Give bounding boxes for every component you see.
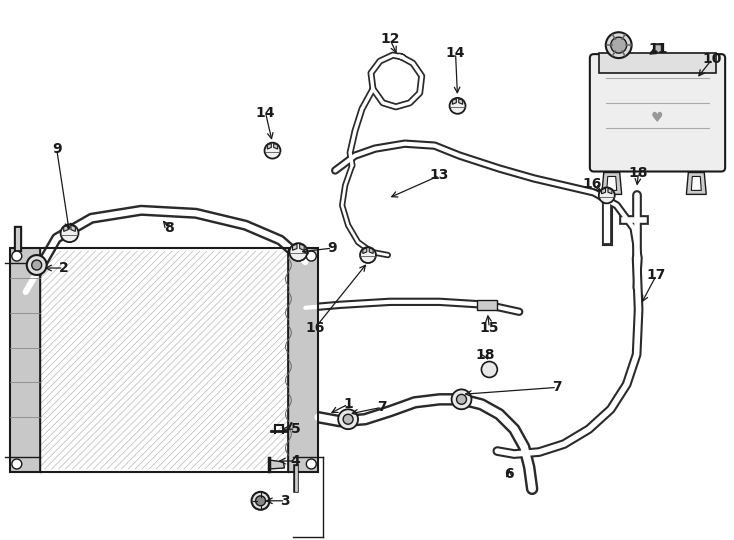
Text: 1: 1 bbox=[344, 397, 353, 411]
Text: 6: 6 bbox=[504, 467, 514, 481]
Text: 10: 10 bbox=[702, 52, 722, 66]
Text: 14: 14 bbox=[255, 106, 275, 120]
Polygon shape bbox=[288, 248, 319, 472]
Polygon shape bbox=[599, 53, 716, 73]
Circle shape bbox=[255, 496, 266, 506]
Text: 15: 15 bbox=[479, 321, 499, 335]
Circle shape bbox=[264, 143, 280, 159]
Polygon shape bbox=[64, 225, 68, 232]
Polygon shape bbox=[602, 172, 622, 194]
Circle shape bbox=[360, 247, 376, 263]
Circle shape bbox=[32, 260, 42, 270]
Text: 14: 14 bbox=[446, 46, 465, 60]
Text: 7: 7 bbox=[377, 400, 387, 414]
Polygon shape bbox=[686, 172, 706, 194]
FancyBboxPatch shape bbox=[590, 54, 725, 172]
Circle shape bbox=[606, 32, 632, 58]
Text: 5: 5 bbox=[291, 422, 300, 436]
Text: 3: 3 bbox=[280, 494, 290, 508]
Polygon shape bbox=[269, 460, 285, 469]
Circle shape bbox=[338, 409, 358, 429]
Text: 16: 16 bbox=[305, 321, 325, 335]
Polygon shape bbox=[691, 177, 701, 191]
Text: 12: 12 bbox=[380, 32, 399, 46]
Circle shape bbox=[599, 187, 614, 204]
Circle shape bbox=[451, 389, 471, 409]
Polygon shape bbox=[299, 244, 304, 251]
Circle shape bbox=[26, 255, 47, 275]
Text: 11: 11 bbox=[649, 42, 668, 56]
Circle shape bbox=[343, 414, 353, 424]
Circle shape bbox=[306, 459, 316, 469]
Text: 17: 17 bbox=[647, 268, 666, 282]
Text: 4: 4 bbox=[291, 454, 300, 468]
Polygon shape bbox=[607, 177, 617, 191]
Circle shape bbox=[12, 251, 22, 261]
Text: 16: 16 bbox=[582, 178, 602, 192]
Text: 18: 18 bbox=[629, 165, 648, 179]
Circle shape bbox=[457, 394, 467, 404]
Polygon shape bbox=[452, 99, 457, 104]
Text: 9: 9 bbox=[327, 241, 337, 255]
Text: ♥: ♥ bbox=[651, 111, 664, 125]
Polygon shape bbox=[293, 244, 297, 251]
Polygon shape bbox=[274, 144, 277, 149]
Polygon shape bbox=[602, 188, 606, 194]
Polygon shape bbox=[459, 99, 462, 104]
Text: 8: 8 bbox=[164, 221, 174, 235]
Circle shape bbox=[289, 243, 308, 261]
Text: 2: 2 bbox=[59, 261, 68, 275]
Circle shape bbox=[611, 37, 627, 53]
Circle shape bbox=[61, 224, 79, 242]
Circle shape bbox=[449, 98, 465, 114]
Text: 9: 9 bbox=[52, 141, 62, 156]
Text: 13: 13 bbox=[430, 168, 449, 183]
Polygon shape bbox=[608, 188, 612, 194]
Polygon shape bbox=[363, 248, 367, 253]
Circle shape bbox=[12, 459, 22, 469]
Circle shape bbox=[306, 251, 316, 261]
Polygon shape bbox=[267, 144, 272, 149]
Polygon shape bbox=[477, 300, 498, 310]
Polygon shape bbox=[369, 248, 373, 253]
Polygon shape bbox=[10, 248, 40, 472]
Text: 7: 7 bbox=[552, 380, 562, 394]
Polygon shape bbox=[71, 225, 76, 232]
Circle shape bbox=[252, 492, 269, 510]
Circle shape bbox=[482, 361, 498, 377]
Text: 18: 18 bbox=[476, 348, 495, 362]
